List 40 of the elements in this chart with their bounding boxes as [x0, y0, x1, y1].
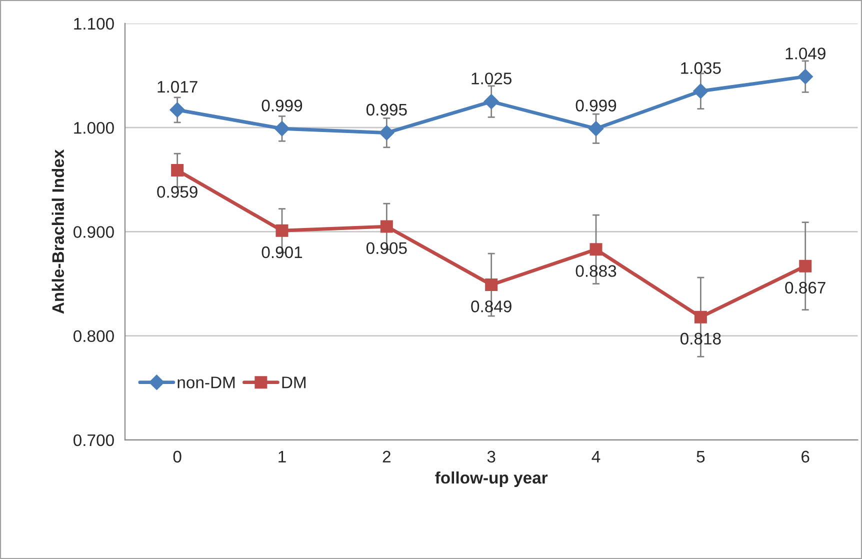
y-tick-label: 0.800	[74, 330, 114, 342]
y-tick-label: 1.100	[74, 18, 114, 30]
x-tick-label: 3	[487, 450, 496, 463]
data-label: 0.999	[262, 100, 302, 112]
x-tick-label: 4	[592, 450, 600, 462]
point	[799, 260, 812, 272]
x-tick-label: 1	[278, 450, 286, 462]
legend-label: DM	[282, 376, 306, 388]
point	[380, 220, 393, 233]
data-label: 1.025	[472, 72, 512, 84]
point	[170, 102, 185, 118]
data-label: 0.905	[366, 242, 407, 254]
x-axis-title: follow-up year	[435, 471, 548, 487]
legend-label: non-DM	[178, 376, 235, 388]
point	[379, 125, 394, 140]
point	[694, 310, 707, 324]
x-tick-label: 0	[173, 450, 182, 463]
data-label: 1.035	[681, 62, 721, 74]
y-tick-label: 0.900	[74, 226, 114, 238]
point	[588, 121, 604, 136]
data-label: 0.959	[157, 186, 198, 198]
point	[485, 278, 498, 292]
point	[276, 224, 288, 237]
data-label: 0.995	[366, 104, 407, 116]
data-label: 1.049	[786, 48, 826, 60]
x-tick-label: 5	[696, 450, 705, 463]
point	[274, 121, 290, 136]
data-label: 0.901	[262, 246, 302, 258]
point	[693, 84, 708, 99]
data-label: 0.999	[576, 100, 616, 112]
point	[171, 164, 184, 177]
x-tick-label: 6	[802, 450, 810, 463]
y-tick-label: 0.700	[74, 434, 114, 446]
y-tick-label: 1.000	[74, 122, 114, 134]
data-label: 1.017	[158, 80, 198, 93]
x-tick-label: 2	[382, 450, 390, 462]
y-axis-title: Ankle-Brachial Index	[52, 149, 64, 314]
point	[590, 243, 602, 256]
point	[798, 69, 813, 84]
point	[484, 94, 499, 110]
